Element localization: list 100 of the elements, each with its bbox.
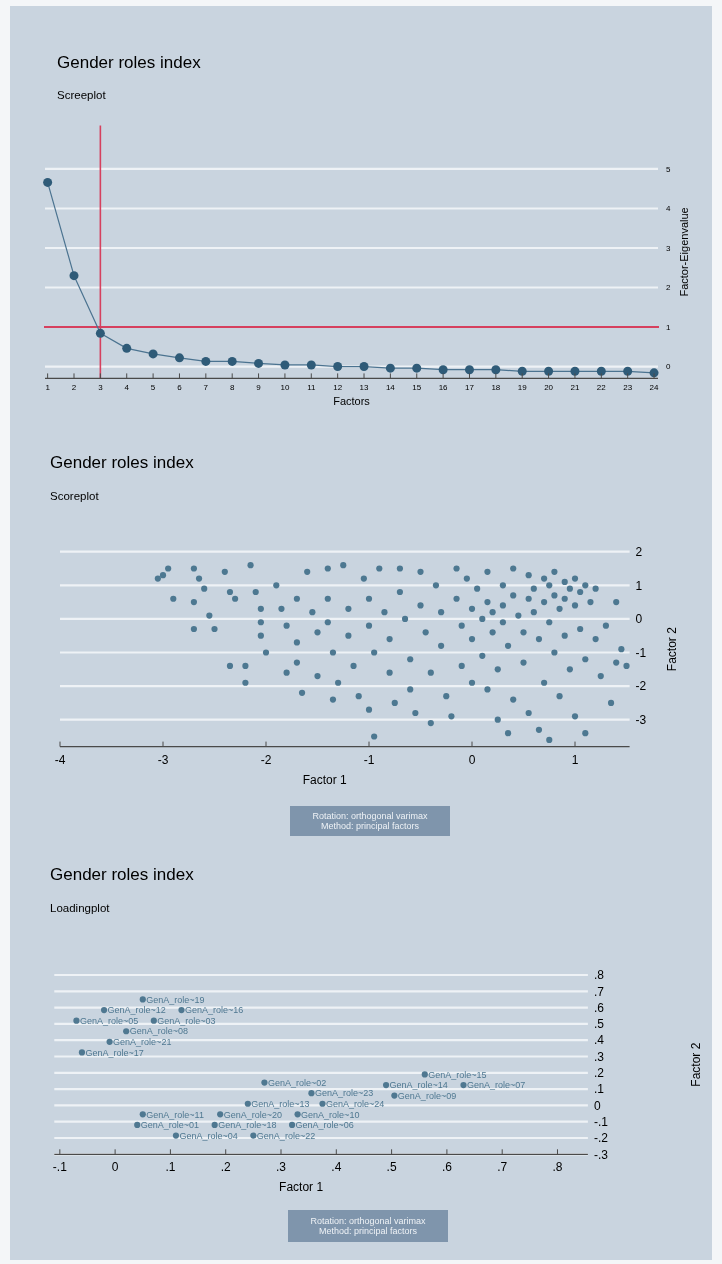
- point: [95, 328, 105, 338]
- x-tick-label: -.1: [52, 1160, 68, 1175]
- annotation: GenA_role~04: [179, 1130, 238, 1141]
- y-tick-label: .1: [593, 1082, 605, 1097]
- point: [544, 366, 554, 376]
- annotation: GenA_role~20: [223, 1109, 282, 1120]
- point: [123, 1028, 130, 1035]
- point: [261, 1079, 268, 1086]
- point: [491, 365, 501, 375]
- y-axis-title: Factor 2: [665, 626, 679, 672]
- x-tick-label: 4: [124, 383, 130, 393]
- point: [250, 1132, 257, 1139]
- point: [280, 360, 290, 370]
- point: [174, 353, 184, 363]
- y-tick-label: .8: [593, 968, 605, 983]
- y-tick-label: 2: [666, 283, 671, 293]
- x-tick-label: 7: [203, 383, 209, 393]
- point: [100, 1006, 108, 1014]
- y-axis-title: Factor-Eigenvalue: [678, 207, 690, 297]
- text: Rotation: orthogonal varimax: [312, 811, 429, 822]
- point: [244, 1100, 251, 1107]
- y-tick-label: -.1: [593, 1114, 609, 1129]
- point: [150, 1017, 157, 1024]
- y-tick-label: -1: [635, 645, 647, 660]
- point: [201, 356, 211, 366]
- chart-title: Gender roles index: [57, 53, 202, 72]
- x-tick-label: 20: [544, 383, 554, 393]
- x-tick-label: 18: [491, 383, 501, 393]
- y-tick-label: -2: [635, 679, 647, 694]
- point: [73, 1017, 80, 1024]
- text: Method: principal factors: [320, 821, 420, 832]
- annotation: GenA_role~16: [184, 1005, 244, 1016]
- point: [385, 363, 395, 373]
- y-tick-label: 0: [593, 1098, 601, 1113]
- x-tick-label: .2: [220, 1160, 232, 1175]
- point: [438, 365, 448, 375]
- x-tick-label: .7: [497, 1160, 508, 1175]
- x-tick-label: 23: [623, 383, 633, 393]
- x-tick-label: -3: [157, 752, 169, 767]
- point: [359, 362, 369, 372]
- annotation: GenA_role~02: [267, 1077, 327, 1088]
- point: [623, 366, 633, 376]
- point: [382, 1081, 390, 1089]
- x-tick-label: 1: [45, 383, 51, 393]
- y-tick-label: 5: [666, 164, 671, 174]
- point: [178, 1006, 185, 1014]
- chart-subtitle: Scoreplot: [50, 490, 100, 502]
- point: [421, 1071, 428, 1078]
- point: [308, 1090, 315, 1097]
- annotation: GenA_role~18: [218, 1120, 277, 1131]
- y-tick-label: 3: [666, 243, 671, 253]
- annotation: GenA_role~12: [107, 1005, 166, 1016]
- y-tick-label: 0: [666, 362, 671, 372]
- chart-title: Gender roles index: [50, 453, 195, 472]
- x-tick-label: -4: [54, 752, 66, 767]
- point: [596, 366, 606, 376]
- x-tick-label: .4: [331, 1160, 342, 1175]
- x-tick-label: 11: [307, 383, 316, 393]
- point: [78, 1049, 86, 1056]
- y-tick-label: .5: [593, 1017, 605, 1032]
- x-tick-label: 5: [150, 383, 156, 393]
- annotation: GenA_role~17: [85, 1047, 144, 1058]
- annotation: GenA_role~23: [314, 1088, 374, 1099]
- annotation: GenA_role~19: [146, 994, 205, 1005]
- point: [139, 1111, 146, 1118]
- point: [106, 1038, 113, 1045]
- text: Rotation: orthogonal varimax: [310, 1215, 427, 1226]
- point: [122, 343, 132, 353]
- x-tick-label: 0: [111, 1160, 119, 1175]
- y-tick-label: .6: [593, 1000, 605, 1015]
- point: [134, 1121, 141, 1129]
- point: [412, 363, 422, 373]
- x-tick-label: 13: [359, 383, 370, 393]
- x-tick-label: 0: [468, 752, 476, 767]
- point: [227, 356, 237, 366]
- y-tick-label: .2: [593, 1066, 605, 1080]
- x-tick-label: .6: [441, 1160, 453, 1175]
- point: [254, 358, 264, 368]
- x-tick-label: 22: [596, 383, 607, 393]
- x-tick-label: 3: [98, 383, 104, 393]
- x-axis-title: Factors: [333, 395, 371, 408]
- annotation: GenA_role~10: [301, 1109, 360, 1120]
- x-tick-label: 9: [256, 383, 262, 393]
- annotation: GenA_role~21: [113, 1036, 172, 1047]
- chart-subtitle: Loadingplot: [50, 902, 111, 914]
- point: [306, 360, 316, 370]
- point: [460, 1081, 467, 1089]
- x-tick-label: 17: [465, 383, 475, 393]
- point: [139, 996, 146, 1003]
- x-tick-label: 2: [71, 383, 77, 393]
- y-tick-label: .4: [593, 1033, 605, 1048]
- x-tick-label: 21: [570, 383, 580, 393]
- y-tick-label: -.2: [593, 1131, 609, 1146]
- x-tick-label: 15: [412, 383, 422, 393]
- x-tick-label: .8: [552, 1160, 563, 1175]
- x-tick-label: 6: [177, 383, 183, 393]
- point: [43, 177, 53, 187]
- x-tick-label: 1: [571, 752, 579, 767]
- x-tick-label: 10: [280, 383, 290, 393]
- y-tick-label: -.3: [593, 1147, 609, 1162]
